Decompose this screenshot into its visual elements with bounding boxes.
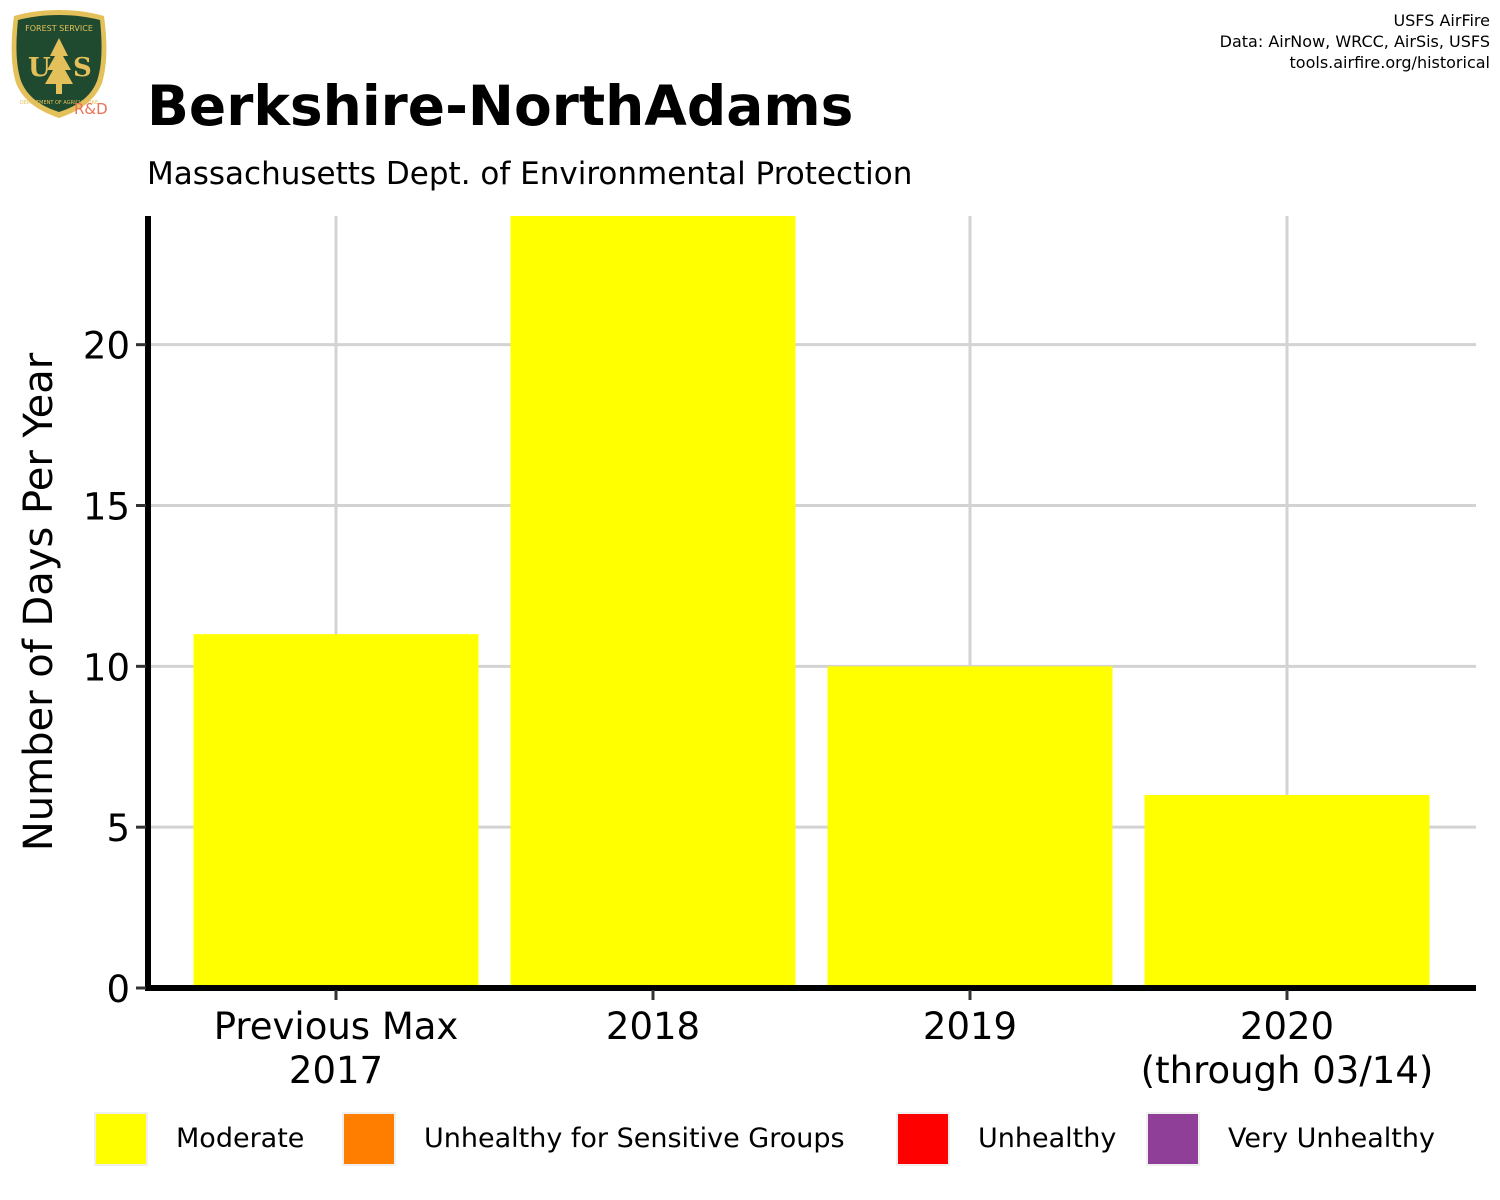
x-tick-label: Previous Max: [214, 1005, 459, 1048]
chart-title: Berkshire-NorthAdams: [147, 74, 854, 138]
y-axis-label: Number of Days Per Year: [16, 352, 62, 851]
bar: [510, 216, 796, 988]
logo-badge: R&D: [74, 100, 108, 118]
credit-line: tools.airfire.org/historical: [1289, 53, 1490, 72]
x-tick-label: 2018: [606, 1005, 700, 1048]
legend-swatch: [896, 1112, 950, 1166]
forest-service-shield-icon: U S FOREST SERVICE DEPARTMENT OF AGRICUL…: [11, 10, 107, 118]
y-tick-label: 10: [83, 646, 130, 689]
y-tick-label: 5: [106, 807, 130, 850]
bar: [1144, 795, 1430, 988]
bar: [827, 666, 1113, 988]
bars: [193, 216, 1430, 988]
logo-letters-right: S: [73, 53, 92, 83]
legend-swatch: [342, 1112, 396, 1166]
y-tick-label: 20: [83, 325, 130, 368]
y-tick-label: 15: [83, 486, 130, 529]
credits: USFS AirFire Data: AirNow, WRCC, AirSis,…: [1220, 10, 1490, 73]
credit-line: Data: AirNow, WRCC, AirSis, USFS: [1219, 32, 1490, 51]
axes: [136, 216, 1476, 1000]
chart-subtitle: Massachusetts Dept. of Environmental Pro…: [147, 156, 913, 192]
legend-label: Moderate: [176, 1123, 305, 1154]
x-tick-label: (through 03/14): [1141, 1049, 1434, 1092]
logo-letters-left: U: [28, 53, 51, 83]
logo-top-text: FOREST SERVICE: [25, 24, 93, 33]
legend-swatch: [94, 1112, 148, 1166]
x-tick-label: 2019: [923, 1005, 1017, 1048]
legend-swatch: [1146, 1112, 1200, 1166]
y-tick-label: 0: [106, 968, 130, 1011]
x-tick-label: 2020: [1240, 1005, 1334, 1048]
usfs-logo: U S FOREST SERVICE DEPARTMENT OF AGRICUL…: [6, 8, 112, 120]
logo-bottom-text: DEPARTMENT OF AGRICULTURE: [20, 100, 98, 106]
legend-label: Unhealthy for Sensitive Groups: [424, 1123, 845, 1154]
legend-label: Unhealthy: [978, 1123, 1117, 1154]
credit-line: USFS AirFire: [1393, 11, 1490, 30]
x-tick-label: 2017: [289, 1049, 383, 1092]
legend-label: Very Unhealthy: [1228, 1123, 1435, 1154]
bar: [193, 634, 479, 988]
